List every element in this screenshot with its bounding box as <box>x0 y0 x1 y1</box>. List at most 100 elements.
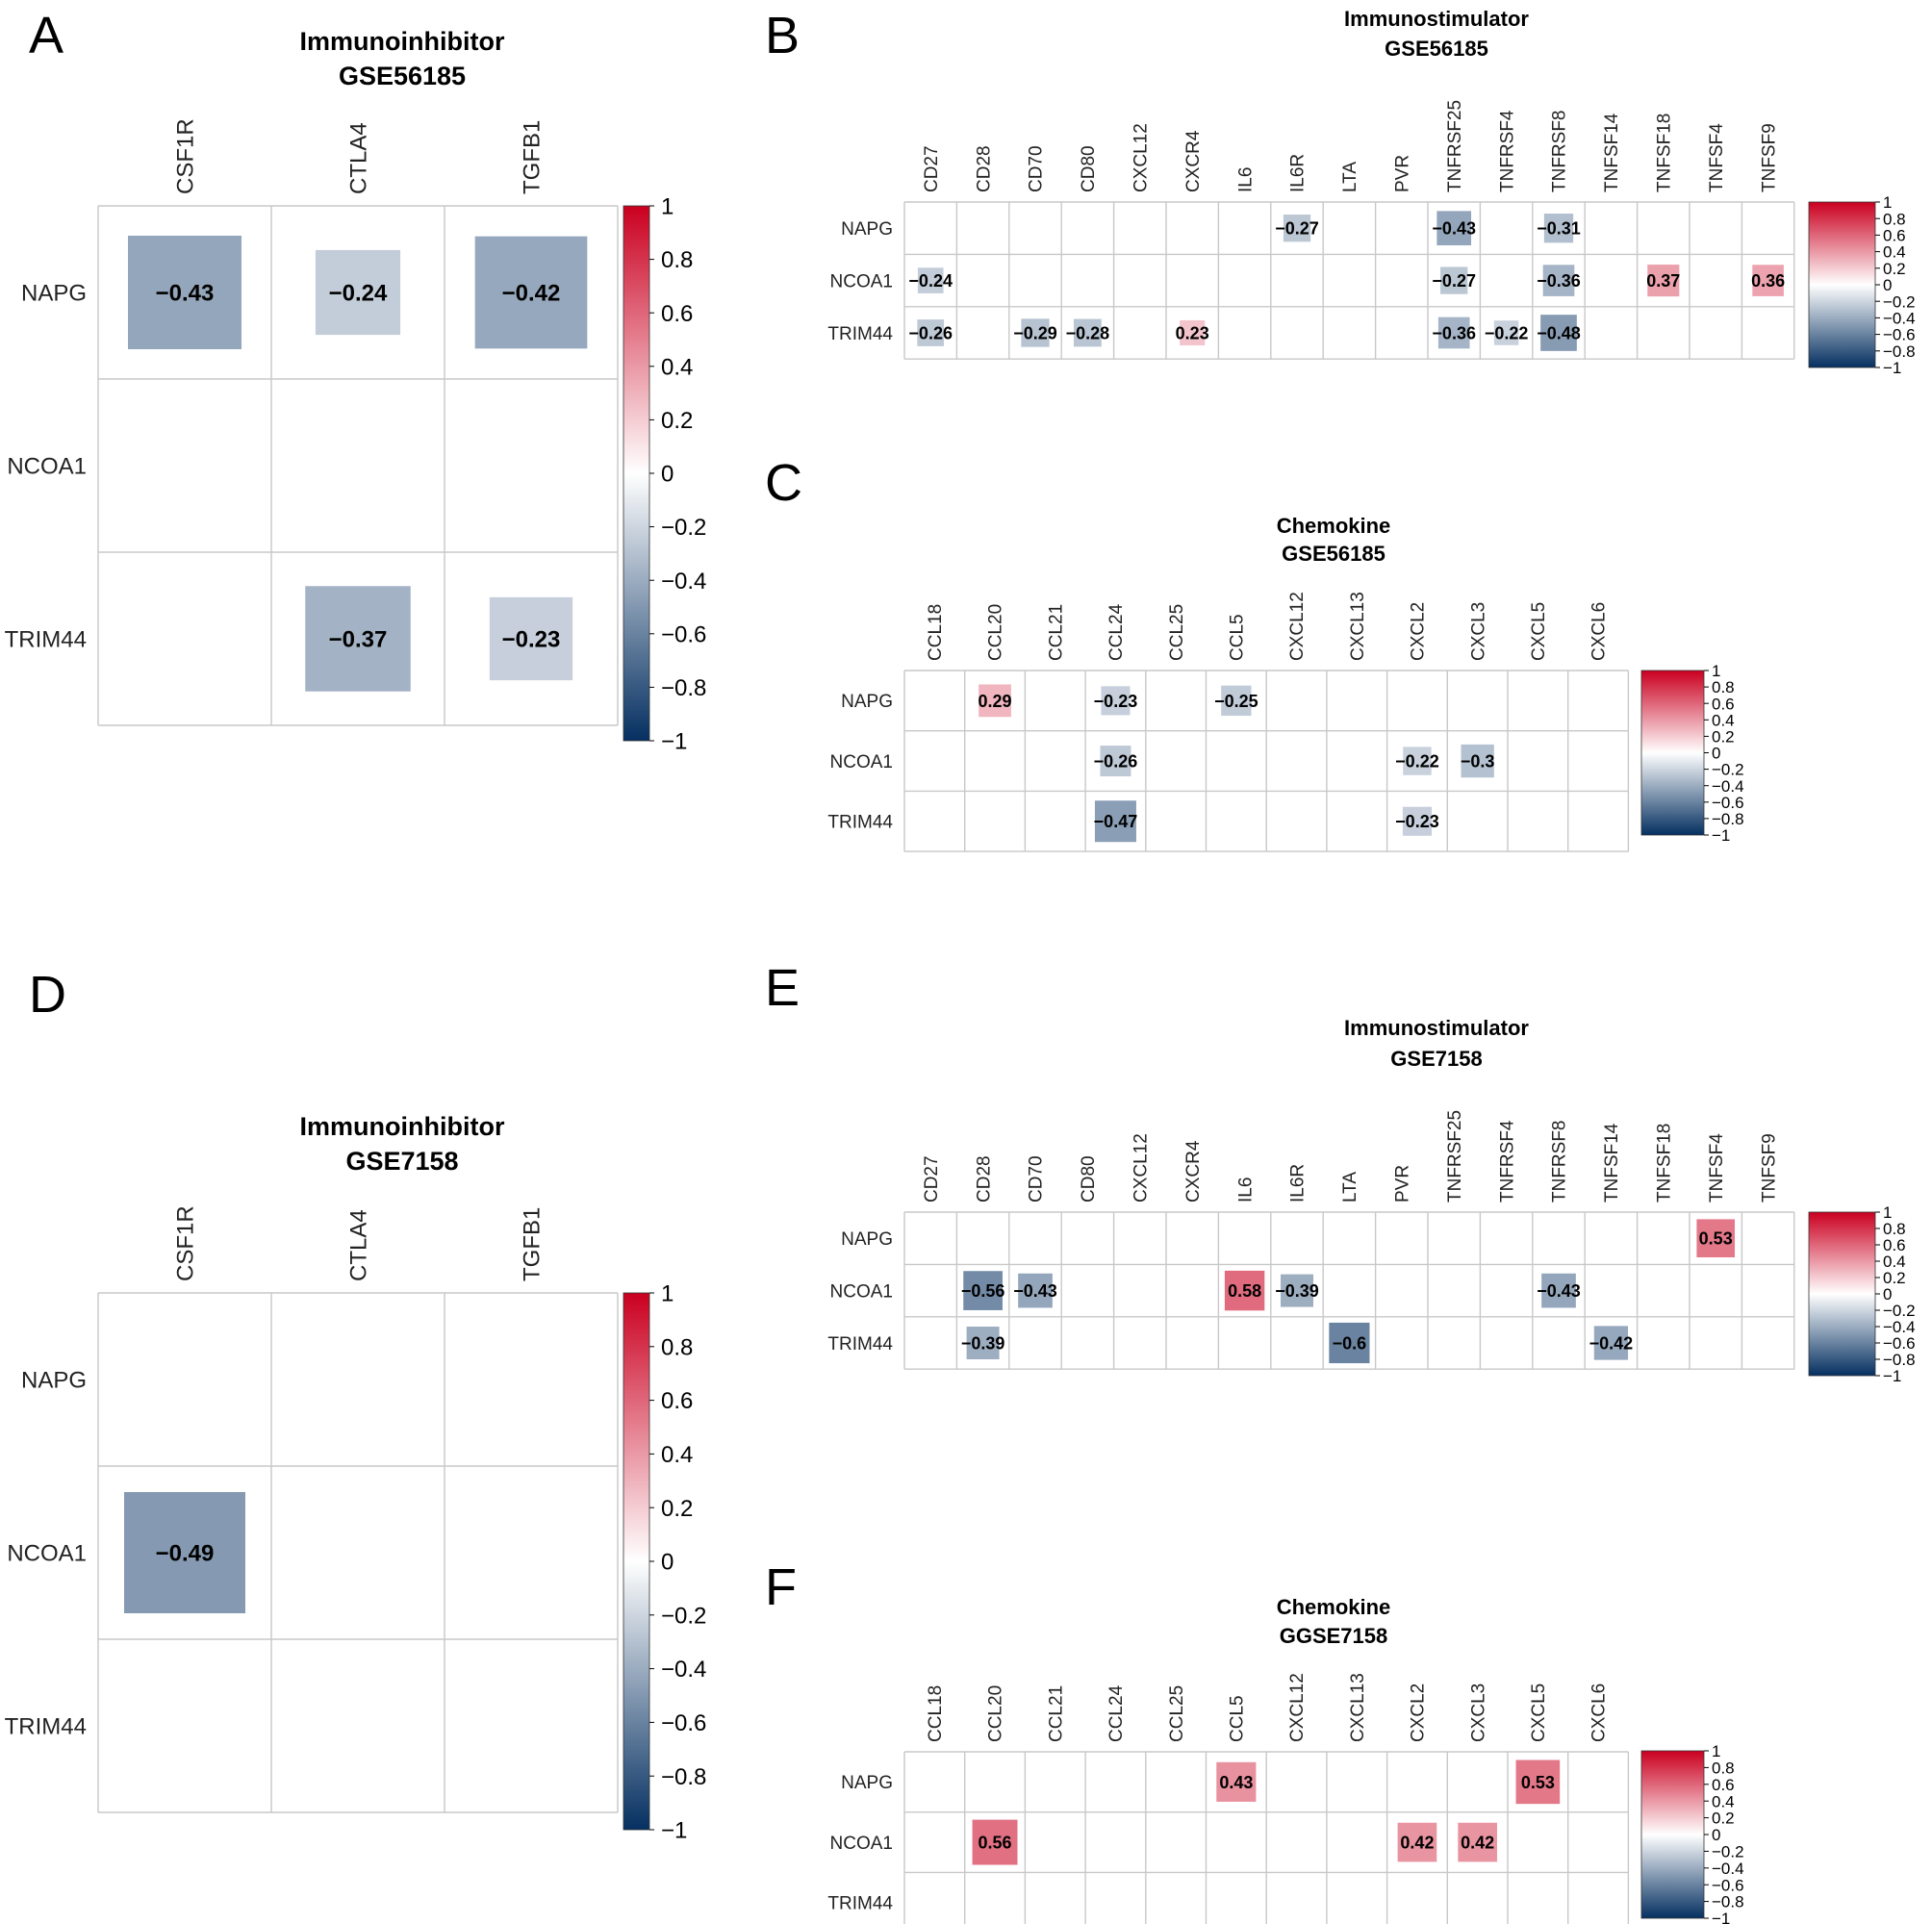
colorbar-label: −0.6 <box>1883 326 1916 344</box>
column-label: CD28 <box>974 145 994 192</box>
row-label: TRIM44 <box>827 1894 893 1914</box>
heatmap-cell <box>1094 800 1136 843</box>
cell-value: −0.49 <box>156 1541 215 1567</box>
heatmap-cell <box>1402 806 1432 836</box>
cell-value: 0.23 <box>1176 323 1209 342</box>
colorbar-label: 1 <box>1712 1742 1720 1760</box>
column-label: CTLA4 <box>345 1209 371 1281</box>
heatmap-cell <box>1403 747 1432 775</box>
column-label: CXCL2 <box>1409 602 1429 661</box>
column-label: CCL5 <box>1228 1695 1248 1742</box>
heatmap-cell <box>1216 1761 1257 1802</box>
colorbar-label: 0.8 <box>1883 1220 1906 1238</box>
cell-value: −0.27 <box>1275 219 1319 239</box>
row-label: NCOA1 <box>830 752 893 772</box>
column-label: CSF1R <box>172 118 198 194</box>
column-label: CCL18 <box>926 1685 946 1742</box>
column-label: PVR <box>1392 155 1412 192</box>
heatmap-cell <box>1541 1273 1576 1308</box>
heatmap-cell <box>1461 744 1494 778</box>
column-label: CXCL13 <box>1348 592 1368 661</box>
colorbar-label: 0 <box>661 462 674 488</box>
colorbar-label: −1 <box>661 1818 687 1844</box>
row-label: TRIM44 <box>5 627 87 653</box>
cell-value: −0.6 <box>1333 1333 1367 1353</box>
row-label: NAPG <box>841 219 893 240</box>
cell-value: −0.22 <box>1485 323 1529 342</box>
column-label: CXCL6 <box>1589 1684 1610 1742</box>
heatmap-cell <box>1021 318 1050 347</box>
column-label: CD80 <box>1079 145 1099 192</box>
colorbar-label: 0.2 <box>1712 728 1735 747</box>
column-label: CD70 <box>1027 145 1047 192</box>
column-label: CCL20 <box>986 604 1006 661</box>
cell-value: −0.36 <box>1537 271 1581 291</box>
cell-value: 0.53 <box>1521 1773 1555 1792</box>
colorbar-label: −0.4 <box>661 1657 706 1683</box>
column-label: TNFRSF8 <box>1550 1121 1570 1203</box>
heatmap-cell <box>1440 266 1468 294</box>
column-label: CCL21 <box>1046 604 1066 661</box>
column-label: IL6 <box>1235 167 1256 192</box>
column-label: TNFSF18 <box>1654 114 1674 192</box>
colorbar-label: 0 <box>661 1550 674 1576</box>
chart-title: Immunostimulator <box>1344 1016 1529 1040</box>
column-label: TNFRSF4 <box>1497 110 1517 192</box>
column-label: CXCL3 <box>1468 1684 1488 1742</box>
chart-title: Immunoinhibitor <box>300 1112 505 1141</box>
cell-value: −0.26 <box>1094 752 1138 772</box>
cell-value: −0.24 <box>329 281 388 307</box>
heatmap-cell <box>1752 265 1784 296</box>
heatmap-cell <box>917 267 944 293</box>
colorbar-label: 0.4 <box>1883 1253 1906 1271</box>
colorbar-label: −0.8 <box>1883 1351 1916 1369</box>
colorbar-label: 0.4 <box>1883 243 1906 262</box>
column-label: IL6 <box>1235 1177 1256 1202</box>
heatmap-cell <box>1542 265 1575 296</box>
column-label: TNFSF9 <box>1759 123 1779 192</box>
colorbar-label: −0.8 <box>1712 810 1744 828</box>
heatmap-cell <box>1493 320 1519 345</box>
column-label: TNFRSF8 <box>1550 111 1570 193</box>
heatmap-cell <box>1281 1274 1313 1307</box>
column-label: CXCL3 <box>1468 602 1488 661</box>
row-label: NAPG <box>21 1368 87 1394</box>
heatmap-cell <box>966 1327 1000 1359</box>
cell-value: −0.47 <box>1094 812 1138 831</box>
heatmap-cell <box>1543 214 1574 243</box>
column-label: CXCL5 <box>1529 1684 1549 1742</box>
colorbar-label: 0.4 <box>1712 1792 1735 1810</box>
colorbar-label: 0.6 <box>1712 695 1735 713</box>
cell-value: −0.42 <box>502 281 561 307</box>
colorbar-label: −1 <box>1883 1367 1901 1385</box>
colorbar-label: 0 <box>1712 1826 1720 1844</box>
colorbar-label: −0.2 <box>661 515 706 541</box>
cell-value: −0.22 <box>1395 752 1439 772</box>
heatmap-cell <box>1018 1273 1053 1308</box>
cell-value: −0.28 <box>1066 323 1110 342</box>
heatmap-cell <box>1329 1322 1370 1364</box>
colorbar-label: 0.6 <box>661 1388 693 1414</box>
column-label: CXCL12 <box>1131 1133 1151 1202</box>
column-label: CXCL12 <box>1287 1673 1308 1742</box>
row-label: TRIM44 <box>827 1334 893 1354</box>
colorbar-F <box>1640 1750 1705 1919</box>
column-label: TNFSF4 <box>1707 1133 1727 1202</box>
colorbar-label: 0.8 <box>1883 210 1906 228</box>
colorbar-label: −0.4 <box>1712 1860 1744 1878</box>
column-label: IL6R <box>1288 1164 1309 1202</box>
cell-value: 0.43 <box>1219 1773 1253 1792</box>
colorbar-label: −0.2 <box>1883 1302 1916 1320</box>
column-label: TGFB1 <box>519 120 545 194</box>
cell-value: −0.26 <box>908 323 953 342</box>
column-label: CXCL12 <box>1131 123 1151 192</box>
column-label: CXCL13 <box>1348 1673 1368 1742</box>
cell-value: 0.37 <box>1646 271 1680 291</box>
colorbar-label: −0.6 <box>1712 1876 1744 1894</box>
cell-value: −0.56 <box>961 1281 1005 1301</box>
colorbar-label: −0.6 <box>661 1710 706 1736</box>
row-label: NAPG <box>21 281 87 307</box>
row-label: NCOA1 <box>830 1834 893 1854</box>
colorbar-label: −0.4 <box>1883 310 1916 328</box>
